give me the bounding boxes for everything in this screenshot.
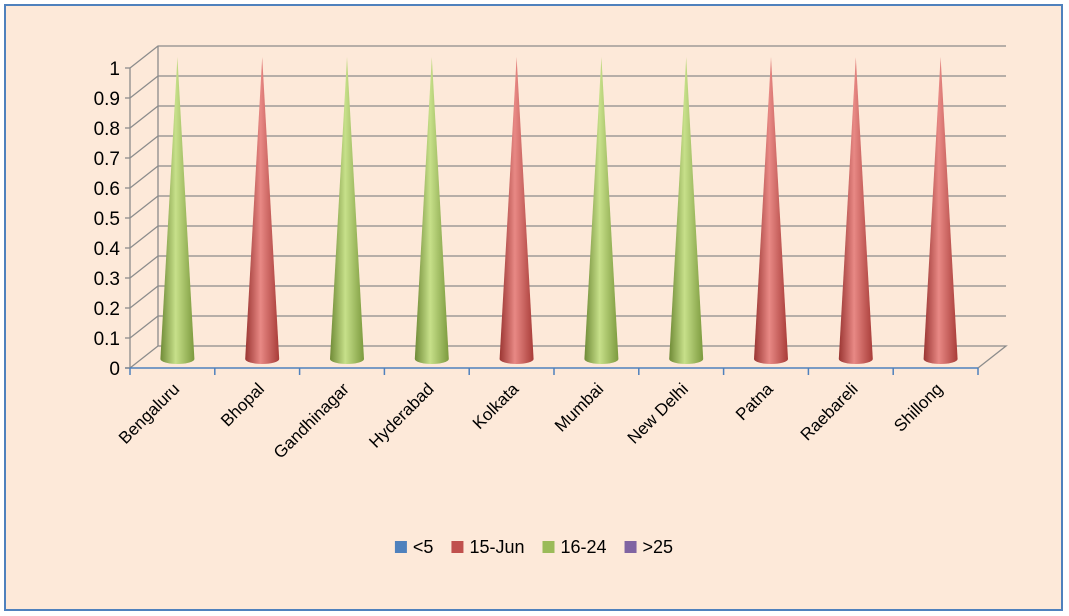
x-tick-label: Bengaluru <box>115 379 183 447</box>
y-tick-label: 0.6 <box>94 179 120 200</box>
cones <box>160 57 958 364</box>
legend-swatch <box>542 541 555 553</box>
x-tick-label: Raebareli <box>797 379 862 444</box>
gridline <box>129 45 1006 69</box>
cone-raebareli <box>838 57 873 364</box>
legend-label: <5 <box>413 537 434 557</box>
x-tick-label: Patna <box>732 379 777 424</box>
y-tick-label: 0.5 <box>94 209 120 230</box>
x-tick-label: Bhopal <box>217 379 268 430</box>
axes <box>125 46 979 375</box>
cone-patna <box>754 57 788 364</box>
cone-hyderabad <box>414 57 449 364</box>
cone-bhopal <box>245 57 280 364</box>
cone-shillong <box>923 57 958 364</box>
y-tick-label: 0.1 <box>94 329 120 350</box>
y-tick-label: 0.9 <box>94 89 120 110</box>
x-tick-label: Gandhinagar <box>270 379 353 462</box>
legend-swatch <box>394 541 407 553</box>
floor-line <box>129 345 1008 369</box>
x-tick-label: Shillong <box>890 379 946 435</box>
y-tick-label: 1 <box>109 59 120 80</box>
x-tick-label: Hyderabad <box>365 379 437 451</box>
cone-kolkata <box>499 57 534 364</box>
legend-label: 15-Jun <box>469 537 524 557</box>
y-axis-tick-labels: 0 0.1 0.2 0.3 0.4 0.5 0.6 0.7 0.8 0.9 1 <box>94 59 121 380</box>
legend: <5 15-Jun 16-24 >25 <box>394 537 674 557</box>
y-tick-label: 0.2 <box>94 299 120 320</box>
x-axis-tick-labels: Bengaluru Bhopal Gandhinagar Hyderabad Kolka… <box>115 379 946 462</box>
legend-item: 16-24 <box>542 537 607 557</box>
y-tick-label: 0.4 <box>94 239 121 260</box>
legend-item: >25 <box>624 537 674 557</box>
y-tick-label: 0.7 <box>94 149 120 170</box>
legend-item: 15-Jun <box>451 537 524 557</box>
x-tick-label: Kolkata <box>469 379 523 433</box>
legend-label: >25 <box>643 537 674 557</box>
legend-swatch <box>624 541 637 553</box>
legend-item: <5 <box>394 537 434 557</box>
x-tick-label: Mumbai <box>551 379 607 435</box>
x-tick-label: New Delhi <box>624 379 692 447</box>
cone-mumbai <box>584 57 619 364</box>
cone-bengaluru <box>160 57 195 364</box>
y-tick-label: 0 <box>109 359 120 380</box>
cone-gandhinagar <box>330 57 364 364</box>
y-tick-label: 0.3 <box>94 269 120 290</box>
cone-new-delhi <box>669 57 704 364</box>
y-tick-label: 0.8 <box>94 119 120 140</box>
legend-swatch <box>451 541 464 553</box>
legend-label: 16-24 <box>560 537 606 557</box>
